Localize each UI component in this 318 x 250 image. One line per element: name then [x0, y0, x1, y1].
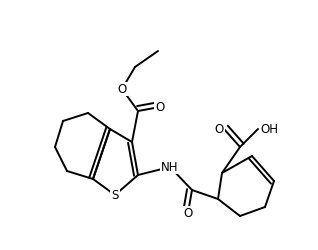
Text: O: O	[183, 207, 193, 220]
Text: OH: OH	[260, 123, 278, 136]
Text: NH: NH	[161, 161, 179, 174]
Text: O: O	[117, 83, 127, 96]
Text: O: O	[156, 101, 165, 114]
Text: S: S	[111, 189, 119, 202]
Text: O: O	[215, 123, 224, 136]
